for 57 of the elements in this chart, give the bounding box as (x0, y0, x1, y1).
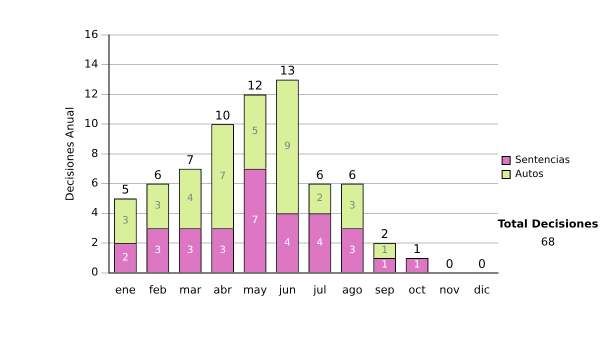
data-label: 3 (349, 244, 356, 256)
data-label: 7 (219, 170, 226, 182)
x-tick-label: dic (474, 283, 490, 296)
x-tick-label: nov (439, 283, 460, 296)
x-tick-label: oct (408, 283, 426, 296)
total-label: 6 (316, 168, 324, 182)
legend-label: Sentencias (515, 155, 570, 166)
x-tick-label: mar (179, 283, 202, 296)
data-label: 1 (414, 260, 420, 271)
data-label: 3 (349, 200, 356, 212)
total-label: 0 (478, 256, 486, 271)
text: 68 (541, 235, 555, 248)
total-label: 0 (446, 256, 454, 271)
total-label: 10 (214, 108, 230, 122)
y-tick-label: 12 (84, 87, 98, 100)
y-tick-label: 8 (91, 146, 98, 160)
data-label: 3 (219, 244, 226, 256)
y-axis-title: Decisiones Anual (63, 106, 76, 201)
total-label: 2 (380, 227, 389, 242)
y-tick-label: 14 (84, 58, 98, 71)
data-label: 4 (284, 237, 291, 248)
total-label: 12 (247, 78, 263, 93)
x-tick-label: sep (374, 283, 394, 296)
x-tick-label: ene (115, 283, 136, 296)
total-label: 1 (413, 242, 421, 256)
data-label: 3 (122, 215, 129, 226)
data-label: 2 (122, 252, 129, 264)
total-label: 6 (154, 168, 162, 182)
x-tick-label: jul (312, 283, 326, 296)
y-tick-label: 16 (84, 28, 98, 41)
y-tick-label: 6 (91, 176, 98, 190)
total-label: 5 (122, 182, 130, 197)
y-tick-label: 2 (91, 236, 98, 249)
total-label: 13 (280, 64, 296, 78)
data-label: 4 (316, 237, 324, 248)
y-tick-label: 4 (91, 206, 98, 220)
data-label: 9 (284, 141, 291, 152)
total-label: 7 (186, 152, 194, 167)
annotation: Total Decisiones (498, 217, 599, 230)
data-label: 1 (382, 245, 388, 256)
y-tick-label: 10 (84, 117, 98, 130)
x-tick-label: feb (149, 283, 167, 296)
data-label: 4 (187, 193, 194, 204)
data-label: 1 (382, 260, 388, 271)
data-label: 3 (154, 244, 161, 256)
x-tick-label: ago (342, 283, 363, 296)
legend-label: Autos (515, 169, 544, 180)
data-label: 5 (252, 126, 258, 138)
x-tick-label: may (243, 283, 268, 296)
x-tick-label: jun (278, 283, 296, 296)
data-label: 3 (154, 200, 161, 212)
y-tick-label: 0 (91, 266, 98, 279)
data-label: 2 (316, 193, 324, 204)
data-label: 3 (187, 244, 194, 256)
total-label: 6 (348, 168, 356, 182)
x-tick-label: abr (214, 283, 232, 296)
data-label: 7 (252, 215, 258, 226)
